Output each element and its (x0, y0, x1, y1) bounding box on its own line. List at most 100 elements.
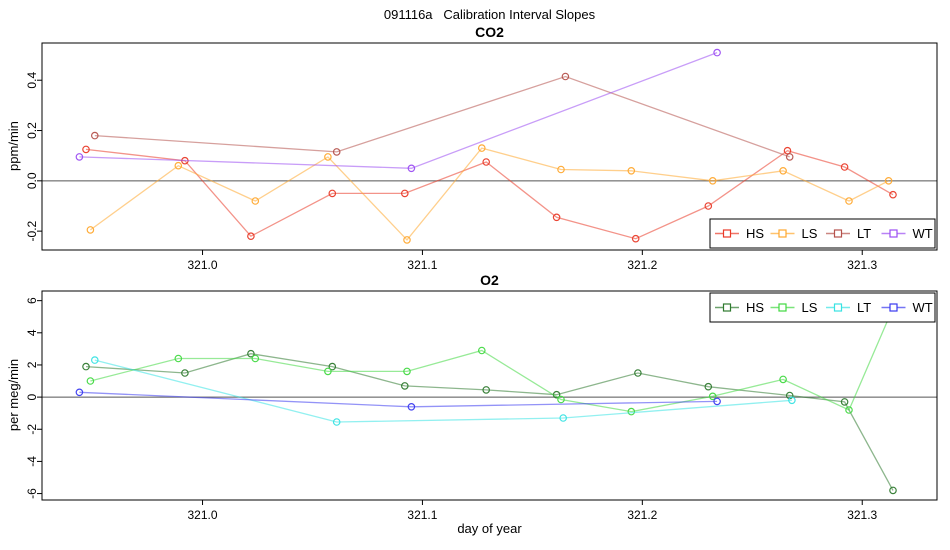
o2-y-tick-label: 6 (25, 297, 39, 304)
o2-x-tick-label: 321.3 (847, 508, 877, 522)
co2-legend-marker-HS (722, 229, 732, 238)
co2-legend: HS LS LT WT (709, 218, 936, 249)
co2-data-point-LS (403, 236, 411, 244)
o2-legend-label-LS: LS (802, 300, 818, 315)
o2-legend: HS LS LT WT (709, 292, 936, 323)
o2-data-point-WT (713, 397, 721, 406)
co2-data-point-LS (779, 167, 787, 175)
x-axis-label: day of year (457, 521, 522, 536)
co2-legend-label-HS: HS (746, 226, 764, 241)
o2-data-point-LS (557, 395, 565, 404)
co2-data-point-WT (407, 164, 416, 173)
co2-data-point-HS (328, 189, 337, 198)
o2-series-line-WT (79, 391, 718, 408)
co2-data-point-LS (627, 167, 636, 175)
o2-x-tick-label: 321.0 (188, 508, 218, 522)
o2-panel-title: O2 (480, 272, 499, 288)
o2-panel: 321.0 321.1 321.2 321.3 -6 -4 -2 0 2 4 6 HS LS LT WT (25, 290, 938, 522)
chart-main-title: 091116a Calibration Interval Slopes (383, 7, 596, 22)
o2-data-point-HS (889, 486, 897, 495)
o2-y-axis-label: per meg/min (6, 358, 21, 432)
o2-data-point-WT (407, 402, 416, 411)
co2-series-line-LT (94, 75, 790, 158)
o2-legend-label-HS: HS (746, 300, 764, 315)
co2-data-point-HS (82, 145, 90, 154)
co2-data-point-LT (332, 148, 341, 156)
o2-data-point-LS (403, 367, 411, 376)
co2-data-point-LS (884, 177, 893, 185)
co2-legend-marker-LS (778, 229, 787, 238)
co2-series-line-HS (85, 148, 894, 240)
o2-data-point-LS (324, 367, 332, 376)
co2-y-tick-label: 0.2 (25, 122, 39, 139)
o2-y-tick-label: 0 (25, 393, 39, 400)
o2-data-point-LT (91, 356, 99, 364)
co2-legend-marker-LT (833, 229, 843, 238)
o2-data-point-HS (328, 362, 337, 371)
co2-plot-border (41, 42, 938, 251)
co2-y-tick-label: 0.4 (25, 72, 39, 89)
co2-panel: 321.0 321.1 321.2 321.3 -0.2 0.0 0.2 0.4 HS LS LT W… (25, 42, 938, 272)
co2-x-tick-label: 321.1 (407, 258, 437, 272)
co2-legend-label-LT: LT (857, 226, 871, 241)
o2-legend-marker-HS (722, 303, 732, 312)
o2-data-point-LT (559, 414, 568, 422)
o2-data-point-LS (86, 377, 95, 385)
co2-y-tick-label: -0.2 (25, 220, 39, 241)
co2-y-axis-label: ppm/min (6, 121, 21, 171)
o2-y-tick-label: -4 (25, 456, 39, 467)
o2-data-point-HS (247, 349, 255, 358)
o2-legend-marker-LS (778, 303, 787, 312)
co2-data-point-LT (561, 72, 570, 81)
o2-data-point-LT (332, 418, 341, 426)
o2-data-point-LS (477, 346, 486, 355)
o2-x-tick-label: 321.1 (407, 508, 437, 522)
o2-data-point-LS (251, 354, 260, 363)
o2-y-tick-label: -2 (25, 424, 39, 435)
o2-data-point-LS (174, 354, 183, 363)
co2-data-point-LS (557, 165, 565, 174)
o2-y-tick-label: 4 (25, 329, 39, 336)
co2-data-point-HS (840, 163, 849, 171)
co2-data-point-HS (400, 189, 409, 198)
co2-data-point-HS (704, 202, 713, 210)
co2-legend-marker-WT (889, 229, 898, 238)
co2-data-point-HS (552, 213, 561, 222)
co2-data-point-LS (324, 153, 332, 161)
co2-data-point-HS (631, 234, 640, 243)
co2-legend-label-WT: WT (913, 226, 933, 241)
o2-data-point-HS (482, 386, 491, 394)
co2-series-line-WT (79, 51, 718, 169)
co2-x-tick-label: 321.2 (627, 258, 657, 272)
o2-data-point-LS (845, 406, 853, 414)
co2-x-tick-label: 321.0 (188, 258, 218, 272)
co2-data-point-HS (889, 190, 897, 199)
o2-x-tick-label: 321.2 (627, 508, 657, 522)
co2-data-point-WT (713, 48, 721, 57)
co2-data-point-HS (482, 158, 491, 166)
o2-y-tick-label: -6 (25, 488, 39, 499)
co2-series-line-LS (90, 147, 889, 241)
co2-data-point-WT (75, 153, 84, 161)
co2-data-point-HS (247, 232, 255, 241)
co2-data-point-LS (477, 144, 486, 152)
o2-data-point-LS (708, 392, 717, 401)
o2-series-line-LS (90, 318, 890, 413)
o2-plot-border (41, 290, 938, 501)
o2-y-tick-label: 2 (25, 361, 39, 368)
o2-data-point-LT (788, 396, 796, 405)
o2-data-point-WT (75, 388, 84, 397)
o2-data-point-HS (634, 369, 642, 377)
o2-data-point-HS (400, 382, 409, 390)
o2-data-point-HS (704, 382, 713, 391)
o2-data-point-HS (840, 398, 849, 406)
co2-data-point-LT (91, 131, 99, 140)
co2-data-point-LS (251, 197, 260, 205)
co2-data-point-LT (785, 153, 794, 161)
o2-data-point-HS (181, 369, 189, 377)
co2-data-point-LS (174, 161, 183, 170)
co2-data-point-LS (708, 177, 717, 185)
co2-y-tick-label: 0.0 (25, 172, 39, 189)
